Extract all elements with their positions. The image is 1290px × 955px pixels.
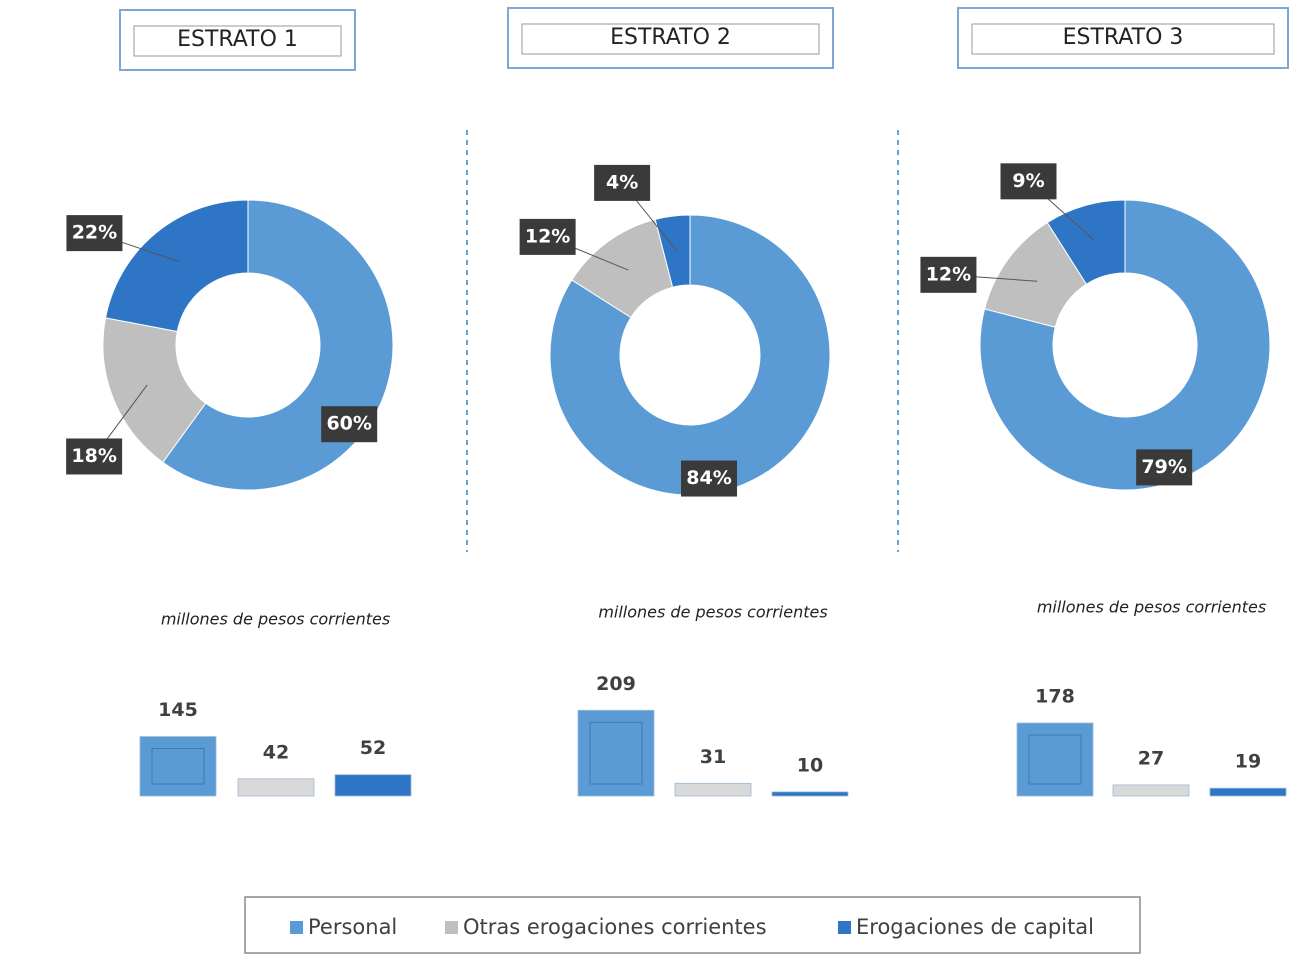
- title-inner: [133, 25, 342, 57]
- legend-label: Otras erogaciones corrientes: [463, 915, 767, 939]
- title-inner: [521, 23, 820, 55]
- label-box: [681, 460, 738, 497]
- data-label: 79%: [1141, 456, 1186, 478]
- bar: [577, 709, 655, 797]
- data-label: 22%: [72, 222, 117, 244]
- donut-segment: [1046, 199, 1126, 285]
- value-label: 27: [1138, 747, 1164, 769]
- bar-bevel: [151, 748, 205, 785]
- data-label: 4%: [606, 171, 638, 193]
- data-label: 60%: [326, 413, 371, 435]
- bar: [674, 782, 752, 797]
- legend-label: Erogaciones de capital: [856, 915, 1094, 939]
- bar-bevel: [589, 721, 643, 785]
- chart-title: ESTRATO 1: [177, 27, 298, 52]
- value-label: 209: [596, 673, 636, 695]
- data-label: 12%: [926, 263, 971, 285]
- label-box: [1136, 449, 1193, 486]
- subtitle: millones de pesos corrientes: [598, 603, 827, 622]
- data-label: 18%: [71, 445, 116, 467]
- legend-swatch: [838, 921, 851, 934]
- value-label: 42: [263, 741, 289, 763]
- subtitle: millones de pesos corrientes: [161, 610, 390, 629]
- data-label: 84%: [686, 467, 731, 489]
- donut-segment: [549, 214, 831, 496]
- legend-swatch: [445, 921, 458, 934]
- label-box: [66, 438, 123, 475]
- label-box: [1000, 163, 1057, 200]
- donut-segment: [104, 199, 249, 333]
- label-box: [66, 215, 123, 252]
- value-label: 10: [797, 754, 823, 776]
- value-label: 178: [1035, 686, 1075, 708]
- data-label: 12%: [525, 225, 570, 247]
- bar: [1112, 784, 1190, 797]
- chart-title: ESTRATO 2: [610, 25, 731, 50]
- donut-segment: [979, 199, 1271, 491]
- bar: [771, 791, 849, 797]
- value-label: 31: [700, 746, 726, 768]
- legend-box: [244, 896, 1141, 954]
- legend-label: Personal: [308, 915, 397, 939]
- label-box: [519, 218, 576, 255]
- bar-bevel: [1028, 734, 1082, 785]
- label-box: [321, 406, 378, 443]
- value-label: 52: [360, 737, 386, 759]
- donut-segment: [102, 317, 207, 464]
- value-label: 19: [1235, 751, 1261, 773]
- bar: [1016, 722, 1094, 797]
- data-label: 9%: [1012, 170, 1044, 192]
- label-box: [594, 164, 651, 201]
- value-label: 145: [158, 699, 198, 721]
- title-inner: [971, 23, 1275, 55]
- bar: [237, 778, 315, 797]
- chart-title: ESTRATO 3: [1063, 25, 1184, 50]
- bar: [334, 774, 412, 797]
- bar: [1209, 787, 1287, 797]
- bar: [139, 736, 217, 797]
- label-box: [920, 256, 977, 293]
- donut-segment: [654, 214, 691, 288]
- subtitle: millones de pesos corrientes: [1037, 598, 1266, 617]
- legend-swatch: [290, 921, 303, 934]
